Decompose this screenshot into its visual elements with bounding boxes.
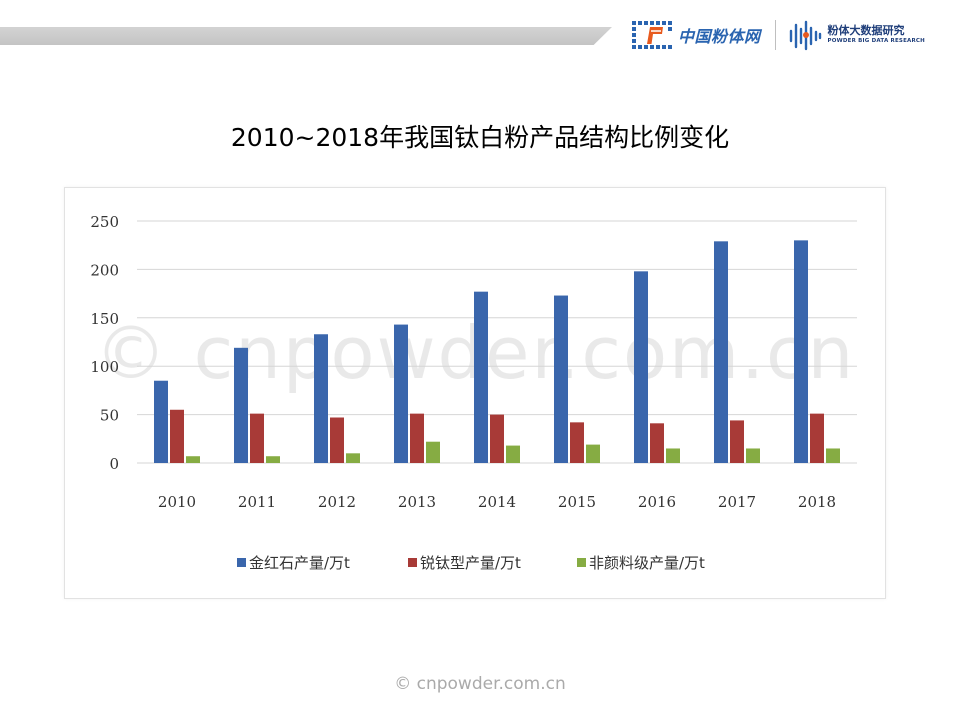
bar-2012-s0: [314, 334, 328, 463]
y-tick-label: 250: [90, 213, 119, 231]
x-tick-label: 2017: [718, 493, 756, 511]
legend-swatch: [408, 558, 417, 567]
bar-2011-s1: [250, 413, 264, 463]
header-logos: 中国粉体网 粉体大数据研究 POWDER BIG DATA RESEARCH: [630, 14, 925, 56]
bar-2018-s0: [794, 240, 808, 463]
x-tick-label: 2013: [398, 493, 436, 511]
bar-2015-s0: [554, 295, 568, 463]
legend-swatch: [237, 558, 246, 567]
bar-2011-s2: [266, 456, 280, 463]
bar-2014-s0: [474, 291, 488, 463]
bar-2015-s1: [570, 422, 584, 463]
footer-watermark: © cnpowder.com.cn: [394, 674, 566, 694]
legend-label: 非颜料级产量/万t: [589, 554, 705, 572]
y-tick-label: 50: [100, 407, 119, 425]
big-data-logo-icon: [789, 20, 821, 51]
big-data-logo[interactable]: 粉体大数据研究 POWDER BIG DATA RESEARCH: [788, 19, 925, 51]
bar-2013-s1: [410, 413, 424, 463]
x-tick-label: 2018: [798, 493, 836, 511]
bar-2018-s1: [810, 413, 824, 463]
cnpowder-logo-text: 中国粉体网: [678, 27, 761, 46]
logo-divider: [774, 20, 776, 50]
bar-2017-s2: [746, 448, 760, 463]
legend-label: 锐钛型产量/万t: [420, 554, 521, 572]
bar-2011-s0: [234, 347, 248, 463]
x-tick-label: 2015: [558, 493, 596, 511]
bar-2010-s1: [170, 409, 184, 463]
bar-2015-s2: [586, 444, 600, 463]
x-tick-label: 2012: [318, 493, 356, 511]
x-tick-label: 2016: [638, 493, 676, 511]
y-tick-label: 0: [109, 455, 119, 473]
y-tick-label: 200: [90, 261, 119, 279]
header-bar: [0, 27, 612, 45]
bar-2014-s1: [490, 414, 504, 463]
x-tick-label: 2010: [158, 493, 196, 511]
bar-2016-s1: [650, 423, 664, 463]
x-tick-label: 2014: [478, 493, 516, 511]
bar-2014-s2: [506, 445, 520, 463]
bar-2017-s0: [714, 241, 728, 463]
bar-2012-s2: [346, 453, 360, 463]
y-tick-label: 150: [90, 310, 119, 328]
legend-swatch: [577, 558, 586, 567]
cnpowder-logo[interactable]: 中国粉体网: [630, 19, 761, 51]
bar-2013-s0: [394, 324, 408, 463]
bar-2017-s1: [730, 420, 744, 463]
bar-2016-s2: [666, 448, 680, 463]
big-data-logo-cn: 粉体大数据研究: [827, 24, 905, 38]
cnpowder-logo-icon: [632, 21, 672, 49]
bar-2012-s1: [330, 417, 344, 463]
bar-2010-s0: [154, 380, 168, 463]
legend-label: 金红石产量/万t: [249, 554, 350, 572]
chart-container: © cnpowder.com.cn 0 50 100 150 200 250 2010 20…: [64, 187, 886, 599]
y-tick-label: 100: [90, 358, 119, 376]
x-tick-label: 2011: [238, 493, 276, 511]
page-title: 2010~2018年我国钛白粉产品结构比例变化: [230, 123, 730, 152]
bar-2016-s0: [634, 271, 648, 463]
bar-2018-s2: [826, 448, 840, 463]
bar-2010-s2: [186, 456, 200, 463]
big-data-logo-en: POWDER BIG DATA RESEARCH: [827, 38, 925, 45]
bar-2013-s2: [426, 441, 440, 463]
